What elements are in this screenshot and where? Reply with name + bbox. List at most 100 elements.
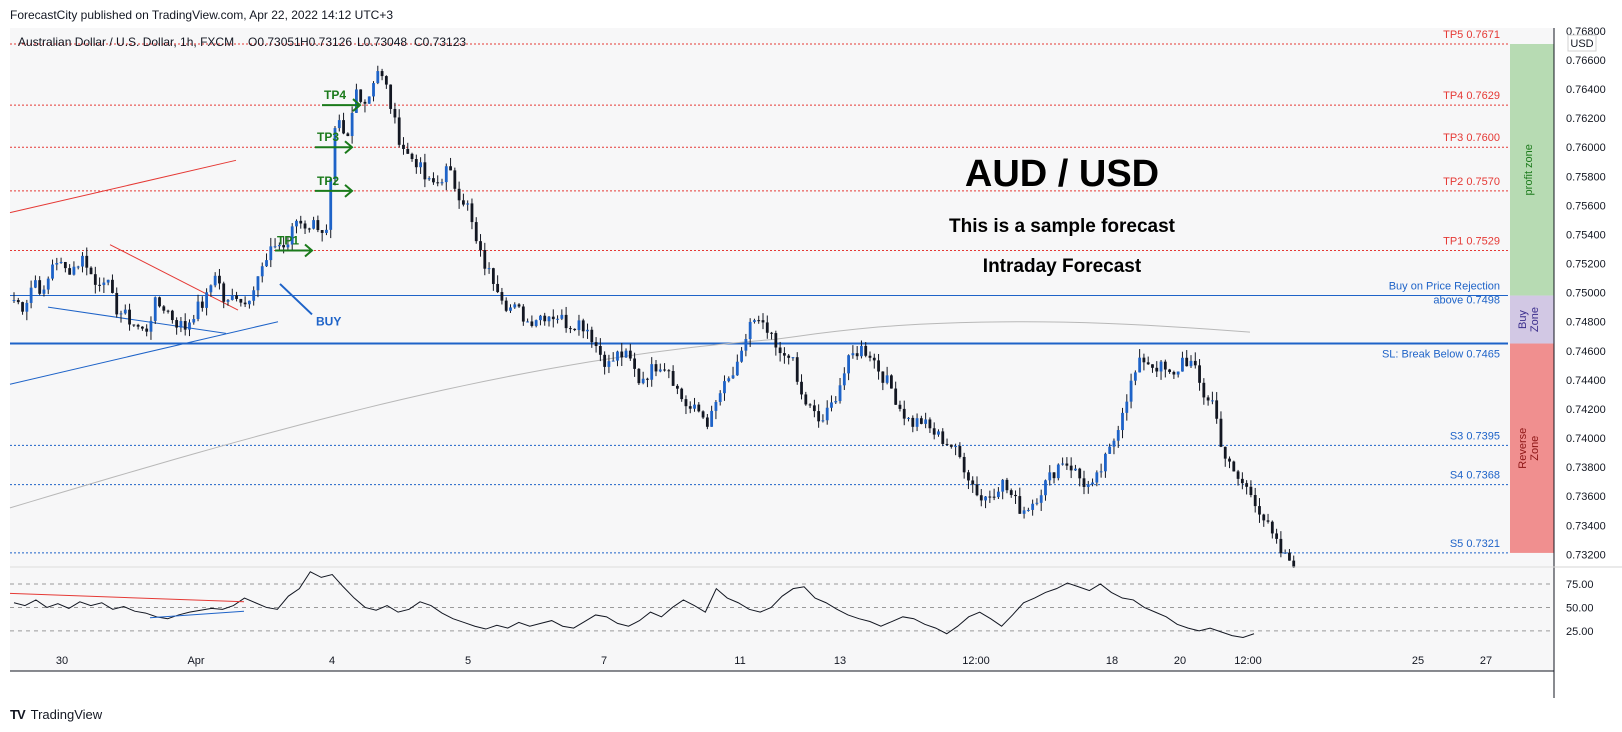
time-tick-label: 12:00	[1234, 655, 1262, 667]
candle-body	[235, 295, 238, 299]
time-tick-label: 18	[1106, 655, 1118, 667]
candle-body	[384, 76, 388, 85]
price-tick-label: 0.76600	[1566, 55, 1606, 67]
candle-body	[500, 292, 504, 301]
candle-body	[808, 404, 812, 406]
trendline-support-blue[interactable]	[47, 306, 227, 334]
tp-arrow-label: TP1	[277, 233, 299, 247]
rsi-indicator: 75.00 50.00 25.00	[9, 571, 1594, 639]
time-tick-label: 7	[601, 655, 607, 667]
candle-body	[984, 496, 987, 501]
candle-body	[551, 316, 555, 320]
candle-body	[547, 316, 551, 322]
candle-body	[705, 417, 709, 427]
candle-body	[141, 326, 144, 329]
candle-body	[260, 266, 264, 277]
candle-body	[757, 320, 761, 322]
candle-body	[346, 133, 350, 137]
candle-body	[778, 347, 782, 354]
candle-body	[731, 375, 735, 379]
candle-body	[333, 128, 337, 180]
candle-body	[273, 246, 277, 248]
candle-body	[975, 484, 979, 496]
candle-body	[132, 324, 136, 326]
candle-body	[949, 444, 953, 447]
tp-arrows: TP1 TP2 TP3 TP4	[275, 88, 362, 258]
candle-body	[1202, 382, 1206, 398]
candle-body	[838, 385, 842, 402]
candle-body	[1014, 494, 1017, 497]
candle-body	[1044, 480, 1047, 496]
time-tick-label: 4	[329, 655, 335, 667]
candle-body	[1142, 357, 1146, 363]
candle-body	[654, 364, 658, 372]
candle-body	[890, 375, 893, 389]
candle-body	[397, 117, 401, 145]
candle-body	[1091, 482, 1094, 485]
candle-body	[303, 223, 307, 229]
trendline-upper-red[interactable]	[9, 159, 237, 214]
candle-body	[1022, 510, 1026, 514]
candle-body	[539, 315, 542, 321]
rsi-pane[interactable]	[10, 568, 1554, 671]
candle-body	[1215, 400, 1219, 419]
candle-body	[590, 329, 594, 343]
candle-body	[581, 320, 585, 332]
candle-body	[38, 280, 42, 294]
candle-body	[136, 324, 140, 327]
candle-body	[860, 345, 863, 357]
rsi-line[interactable]	[13, 571, 1255, 639]
footer: TV TradingView	[10, 707, 102, 722]
candle-body	[864, 345, 868, 356]
rsi-trendline-blue	[149, 610, 245, 619]
price-tick-label: 0.75600	[1566, 200, 1606, 212]
candle-body	[641, 378, 645, 384]
reverse-zone	[1510, 343, 1554, 553]
main-plot-area[interactable]	[10, 28, 1554, 566]
candle-body	[919, 418, 923, 424]
candle-body	[560, 314, 564, 319]
candle-body	[530, 321, 534, 326]
candle-body	[701, 411, 705, 418]
candle-body	[620, 351, 624, 358]
candle-body	[924, 419, 928, 424]
candle-body	[783, 353, 786, 356]
candle-body	[1155, 367, 1159, 372]
candle-body	[885, 375, 889, 383]
candle-body	[295, 220, 298, 227]
candle-body	[81, 255, 84, 267]
candle-body	[218, 275, 221, 284]
candle-body	[1266, 520, 1270, 522]
candle-body	[153, 297, 157, 321]
candle-body	[676, 385, 679, 389]
candle-body	[419, 162, 422, 168]
buy-label: BUY	[316, 315, 341, 329]
candle-body	[145, 328, 149, 332]
candle-body	[491, 268, 495, 284]
time-tick-label: 11	[734, 655, 745, 667]
candle-body	[46, 278, 50, 290]
chart-title: AUD / USD	[965, 153, 1159, 195]
candle-body	[98, 284, 101, 286]
candle-body	[928, 419, 932, 429]
candle-body	[1288, 552, 1291, 561]
candle-body	[761, 320, 765, 323]
candle-body	[200, 301, 204, 308]
zone-label: Reverse	[1517, 428, 1529, 469]
candle-body	[954, 446, 957, 448]
publisher-line: ForecastCity published on TradingView.co…	[10, 8, 393, 22]
candle-body	[402, 144, 405, 149]
candle-body	[1228, 458, 1231, 462]
price-axis: 0.73200 0.73400 0.73600 0.73800 0.74000 0.742…	[1566, 26, 1606, 561]
candle-body	[915, 418, 919, 427]
trendline-lower-blue[interactable]	[9, 321, 279, 385]
trendline-descending-red[interactable]	[109, 244, 239, 311]
candle-body	[239, 298, 243, 303]
currency-label: USD	[1570, 38, 1593, 50]
candle-body	[872, 357, 876, 361]
candle-body	[1099, 471, 1103, 473]
candle-body	[1193, 360, 1197, 366]
footer-brand[interactable]: TradingView	[30, 707, 103, 722]
candle-body	[1065, 463, 1069, 466]
